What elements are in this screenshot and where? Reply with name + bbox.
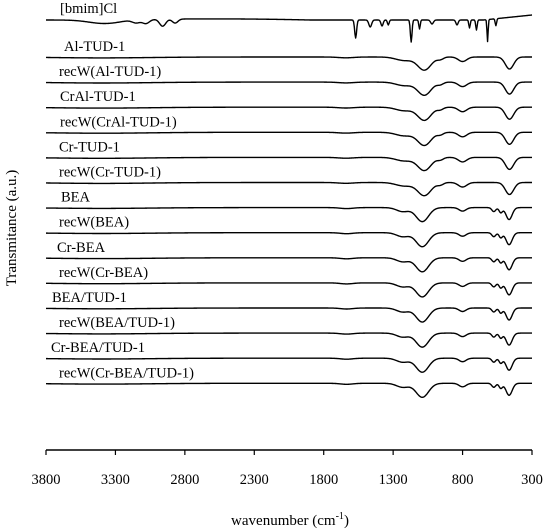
series-label: recW(Al-TUD-1) [59,64,161,80]
spectrum-line [45,357,533,373]
x-tick-label: 3800 [32,472,61,488]
x-tick-label: 2300 [240,472,269,488]
series-label: CrAl-TUD-1 [60,89,136,105]
series-label: [bmim]Cl [60,1,117,17]
x-axis-title-close: ) [344,513,349,529]
x-axis-ticks: 3800 3300 2800 2300 1800 1300 800 300 [32,450,543,488]
x-axis-title-base: wavenumber (cm [231,513,336,529]
spectrum-line [45,382,533,399]
x-axis-title-sup: -1 [336,511,344,522]
x-tick-label: 1300 [379,472,408,488]
x-axis-title: wavenumber (cm-1) [231,511,349,529]
series-label: recW(Cr-TUD-1) [59,165,161,181]
y-axis-title: Transmitance (a.u.) [4,170,20,287]
spectrum-line [45,307,533,323]
series-labels: [bmim]Cl Al-TUD-1 recW(Al-TUD-1) CrAl-TUD-1… [51,1,194,381]
spectrum-line [45,257,533,273]
spectra-group [45,14,533,399]
spectrum-line [45,332,533,348]
spectrum-line [45,14,533,43]
x-tick-label: 300 [521,472,543,488]
x-tick-label: 1800 [309,472,338,488]
series-label: Cr-BEA [57,240,106,256]
spectrum-line [45,181,533,197]
spectrum-line [45,206,533,223]
series-label: recW(BEA/TUD-1) [59,315,175,331]
spectrum-line [45,156,533,172]
series-label: recW(CrAl-TUD-1) [60,114,177,130]
series-label: Al-TUD-1 [64,39,125,55]
spectrum-line [45,56,533,71]
spectrum-line [45,81,533,96]
spectrum-line [45,106,533,122]
series-label: BEA [61,190,91,206]
x-tick-label: 3300 [101,472,130,488]
series-label: recW(BEA) [59,215,129,231]
spectrum-line [45,232,533,248]
x-tick-label: 2800 [170,472,199,488]
series-label: BEA/TUD-1 [52,290,127,306]
spectrum-line [45,282,533,298]
spectrum-line [45,131,533,147]
series-label: Cr-BEA/TUD-1 [51,340,145,356]
x-tick-label: 800 [452,472,474,488]
series-label: recW(Cr-BEA/TUD-1) [59,365,194,381]
series-label: Cr-TUD-1 [59,139,120,155]
series-label: recW(Cr-BEA) [59,265,148,281]
